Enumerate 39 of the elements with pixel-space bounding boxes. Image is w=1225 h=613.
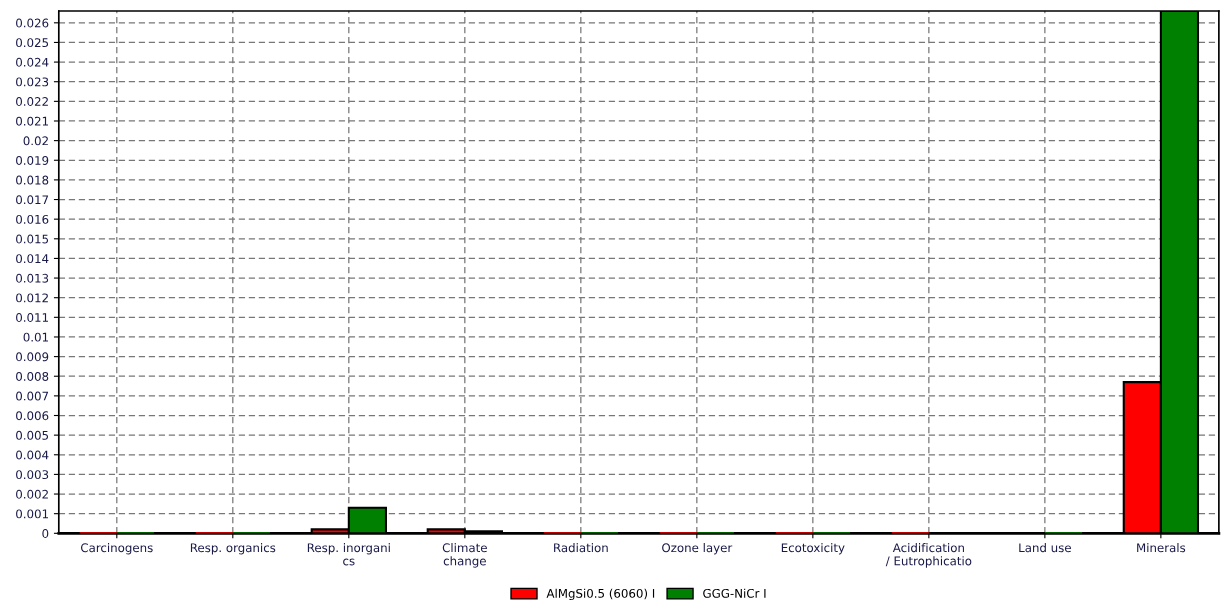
y-tick-label: 0.005	[16, 430, 49, 440]
legend-label: AlMgSi0.5 (6060) I	[546, 588, 655, 601]
y-tick-label: 0.022	[16, 97, 48, 107]
x-tick-label: Ecotoxicity	[781, 543, 845, 555]
x-tick-label: Climate change	[442, 543, 487, 568]
y-tick-label: 0.026	[16, 18, 49, 28]
y-tick-label: 0.01	[23, 332, 48, 342]
y-tick-label: 0.011	[16, 313, 48, 322]
y-tick-label: 0.02	[23, 136, 48, 146]
y-tick-label: 0	[42, 529, 49, 538]
x-tick-label: Minerals	[1137, 543, 1186, 553]
y-tick-label: 0.012	[16, 293, 48, 303]
y-tick-label: 0.007	[16, 391, 49, 401]
x-tick-label: Acidification / Eutrophicatio	[885, 543, 972, 568]
y-tick-label: 0.018	[16, 175, 49, 185]
legend-label: GGG-NiCr I	[703, 588, 766, 598]
y-tick-label: 0.014	[16, 254, 49, 264]
y-tick-label: 0.021	[16, 116, 48, 126]
y-tick-label: 0.003	[16, 470, 49, 480]
y-tick-label: 0.004	[16, 450, 49, 460]
y-tick-label: 0.025	[16, 38, 49, 48]
y-tick-label: 0.013	[16, 273, 49, 283]
x-tick-label: Radiation	[554, 543, 608, 553]
y-tick-label: 0.019	[16, 155, 49, 165]
y-tick-label: 0.008	[16, 371, 49, 381]
y-tick-label: 0.002	[16, 489, 48, 499]
x-tick-label: Ozone layer	[662, 543, 733, 555]
y-tick-label: 0.015	[16, 234, 49, 244]
y-tick-label: 0.023	[16, 77, 49, 87]
y-tick-label: 0.006	[16, 411, 49, 421]
y-tick-label: 0.016	[16, 214, 49, 224]
x-tick-label: Carcinogens	[81, 543, 153, 555]
x-tick-label: Resp. organics	[190, 543, 276, 555]
x-tick-label: Resp. inorgani cs	[307, 543, 390, 566]
y-tick-label: 0.009	[16, 352, 49, 362]
y-tick-label: 0.017	[16, 195, 49, 205]
x-tick-label: Land use	[1019, 543, 1071, 553]
y-tick-label: 0.024	[16, 57, 49, 67]
y-tick-label: 0.001	[16, 509, 48, 519]
